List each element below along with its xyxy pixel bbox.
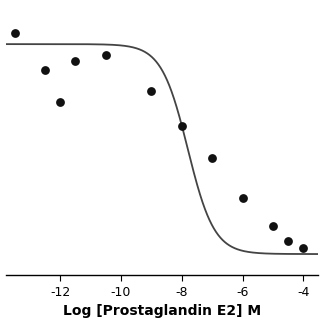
X-axis label: Log [Prostaglandin E2] M: Log [Prostaglandin E2] M — [63, 305, 261, 318]
Point — [240, 196, 245, 201]
Point — [179, 123, 184, 128]
Point — [301, 245, 306, 250]
Point — [58, 99, 63, 105]
Point — [210, 155, 215, 160]
Point — [103, 52, 109, 57]
Point — [149, 89, 154, 94]
Point — [12, 31, 17, 36]
Point — [73, 59, 78, 64]
Point — [285, 238, 291, 244]
Point — [270, 224, 275, 229]
Point — [42, 67, 48, 72]
